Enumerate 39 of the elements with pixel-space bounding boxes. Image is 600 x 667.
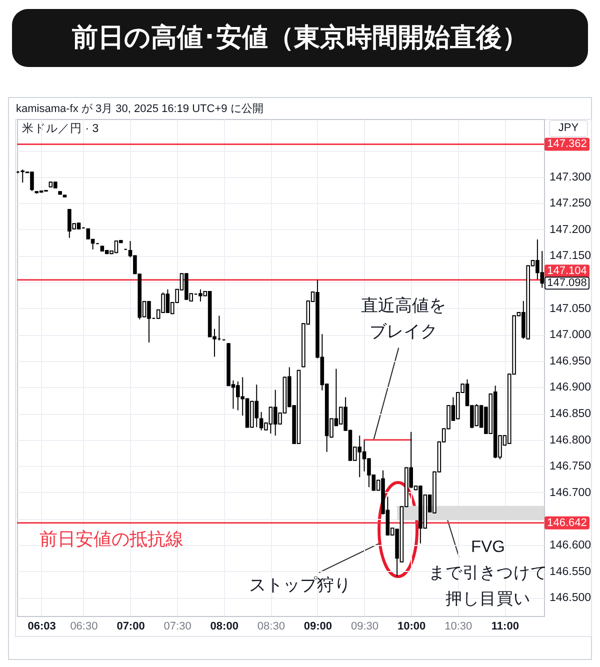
price-tag: 147.098 [544, 276, 590, 290]
y-tick-label: 146.550 [550, 566, 592, 578]
price-tag: 147.362 [544, 138, 590, 151]
y-tick-label: 146.900 [550, 382, 592, 394]
y-tick-label: 146.700 [550, 486, 592, 499]
text: kamisama-fx が 3月 30, 2025 16:19 UTC+9 に公開 [16, 102, 264, 116]
y-tick-label: 146.800 [550, 434, 592, 446]
x-tick-label: 06:03 [28, 620, 56, 632]
y-tick-label: 146.950 [550, 355, 592, 368]
y-tick-label: 147.250 [550, 198, 592, 210]
y-tick-label: 147.150 [550, 250, 592, 262]
price-tag: 147.104 [544, 264, 590, 278]
x-tick-label: 08:00 [210, 620, 238, 632]
y-tick-label: 146.500 [550, 592, 592, 604]
y-tick-label: 146.850 [550, 408, 592, 420]
y-tick-label: 147.200 [550, 224, 592, 236]
ref-line-label: 147.104 [547, 265, 587, 278]
x-tick-label: 09:00 [304, 620, 332, 632]
price-tag: 146.642 [544, 516, 590, 530]
x-tick-label: 11:00 [491, 620, 519, 632]
annotation: FVGまで引きつけて押し目買い [428, 538, 548, 608]
y-tick-label: 147.000 [550, 329, 592, 342]
annotation: ストップ狩り [249, 576, 352, 595]
y-tick-label: 146.750 [550, 460, 592, 473]
x-tick-label: 10:00 [398, 620, 426, 632]
ref-line-label: 146.642 [547, 516, 587, 529]
candlestick [20, 168, 25, 184]
ref-line-label: 147.362 [547, 138, 587, 150]
x-tick-label: 06:30 [70, 620, 98, 632]
x-tick-label: 07:00 [116, 620, 145, 632]
x-tick-label: 09:30 [351, 620, 379, 632]
x-tick-label: 07:30 [164, 620, 192, 632]
annotation: 直近高値をブレイク [361, 296, 446, 341]
x-tick-label: 08:30 [257, 620, 285, 632]
x-tick-label: 10:30 [444, 620, 472, 632]
y-tick-label: 147.300 [550, 171, 592, 184]
annotation: 前日安値の抵抗線 [39, 528, 184, 549]
y-tick-label: 146.600 [550, 540, 592, 552]
y-tick-label: 147.050 [550, 302, 592, 315]
